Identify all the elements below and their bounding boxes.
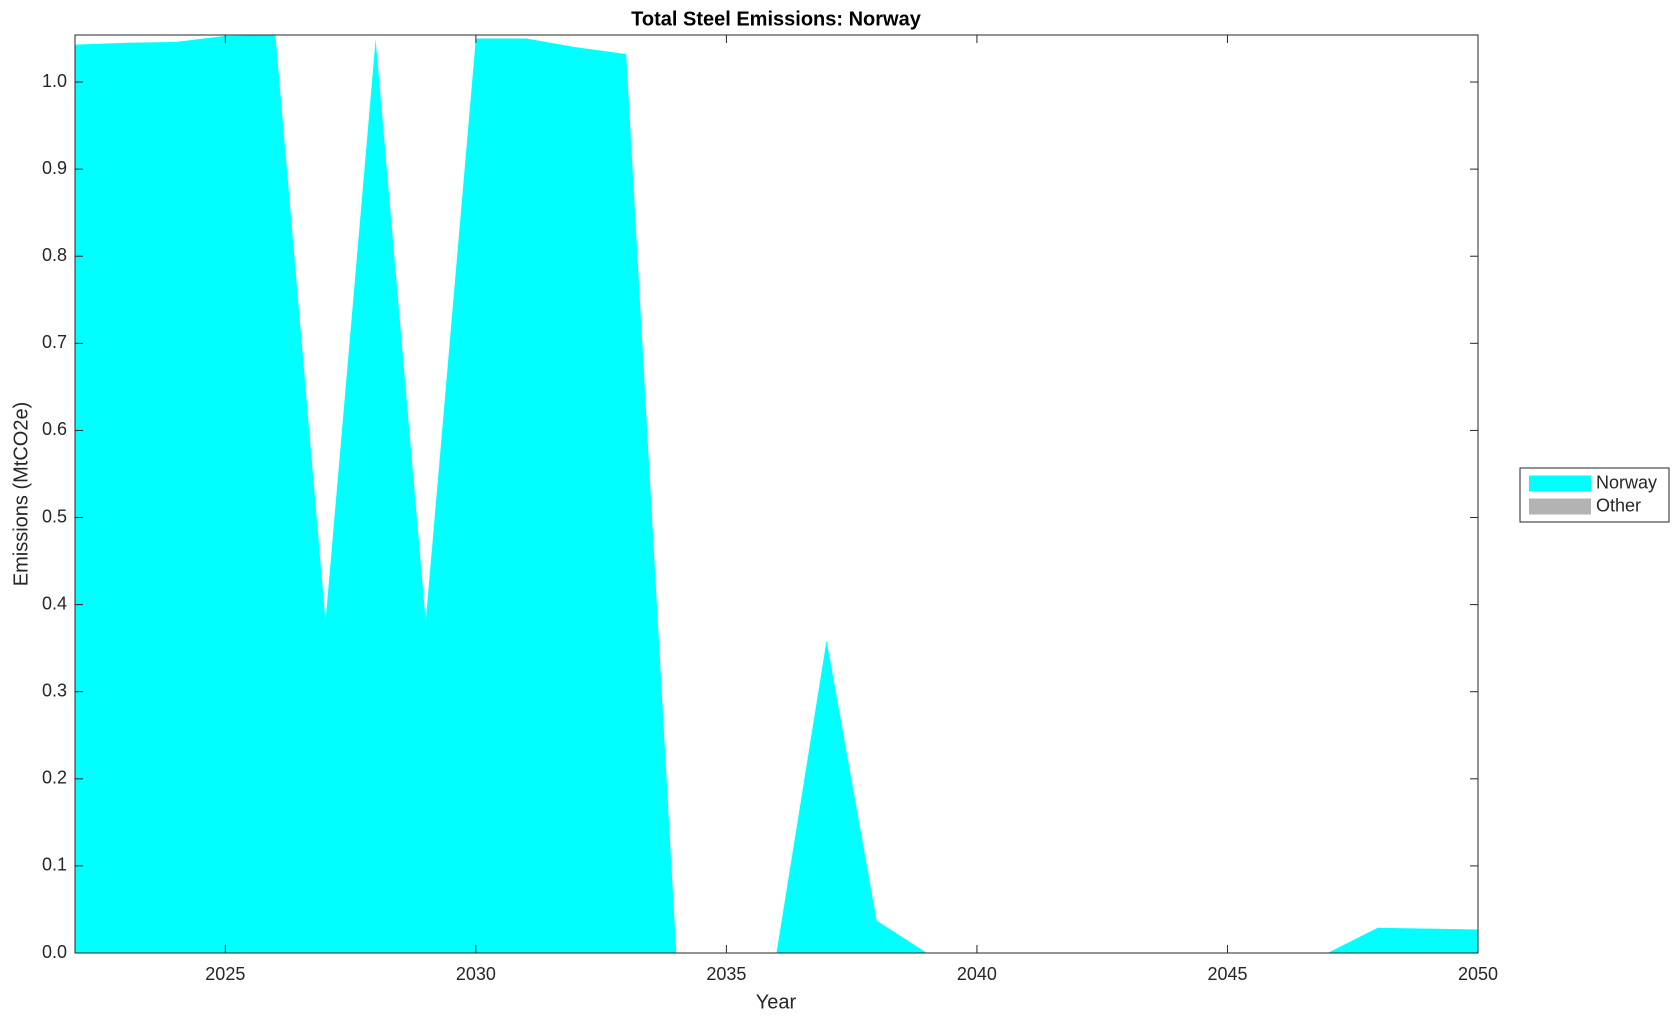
y-tick-label: 0.5 [42, 506, 67, 526]
y-tick-label: 0.3 [42, 680, 67, 700]
x-tick-label: 2045 [1207, 964, 1247, 984]
area [75, 35, 1478, 953]
y-tick-label: 0.7 [42, 332, 67, 352]
legend-swatch [1529, 475, 1591, 492]
x-axis-label: Year [756, 991, 797, 1013]
x-tick-label: 2040 [957, 964, 997, 984]
legend-swatch [1529, 498, 1591, 515]
y-tick-label: 0.9 [42, 158, 67, 178]
y-tick-label: 1.0 [42, 71, 67, 91]
legend-label: Other [1596, 495, 1641, 515]
x-tick-label: 2025 [205, 964, 245, 984]
x-tick-label: 2035 [706, 964, 746, 984]
plot-area [75, 35, 1478, 953]
y-tick-label: 0.1 [42, 855, 67, 875]
y-tick-label: 0.8 [42, 245, 67, 265]
x-tick-label: 2030 [456, 964, 496, 984]
y-tick-label: 0.4 [42, 593, 67, 613]
x-tick-label: 2050 [1458, 964, 1498, 984]
legend-label: Norway [1596, 472, 1657, 492]
y-axis-label: Emissions (MtCO2e) [10, 402, 32, 586]
chart-title: Total Steel Emissions: Norway [631, 8, 922, 30]
y-tick-label: 0.6 [42, 419, 67, 439]
y-tick-label: 0.0 [42, 942, 67, 962]
plot-frame [74, 34, 1479, 954]
y-tick-label: 0.2 [42, 768, 67, 788]
